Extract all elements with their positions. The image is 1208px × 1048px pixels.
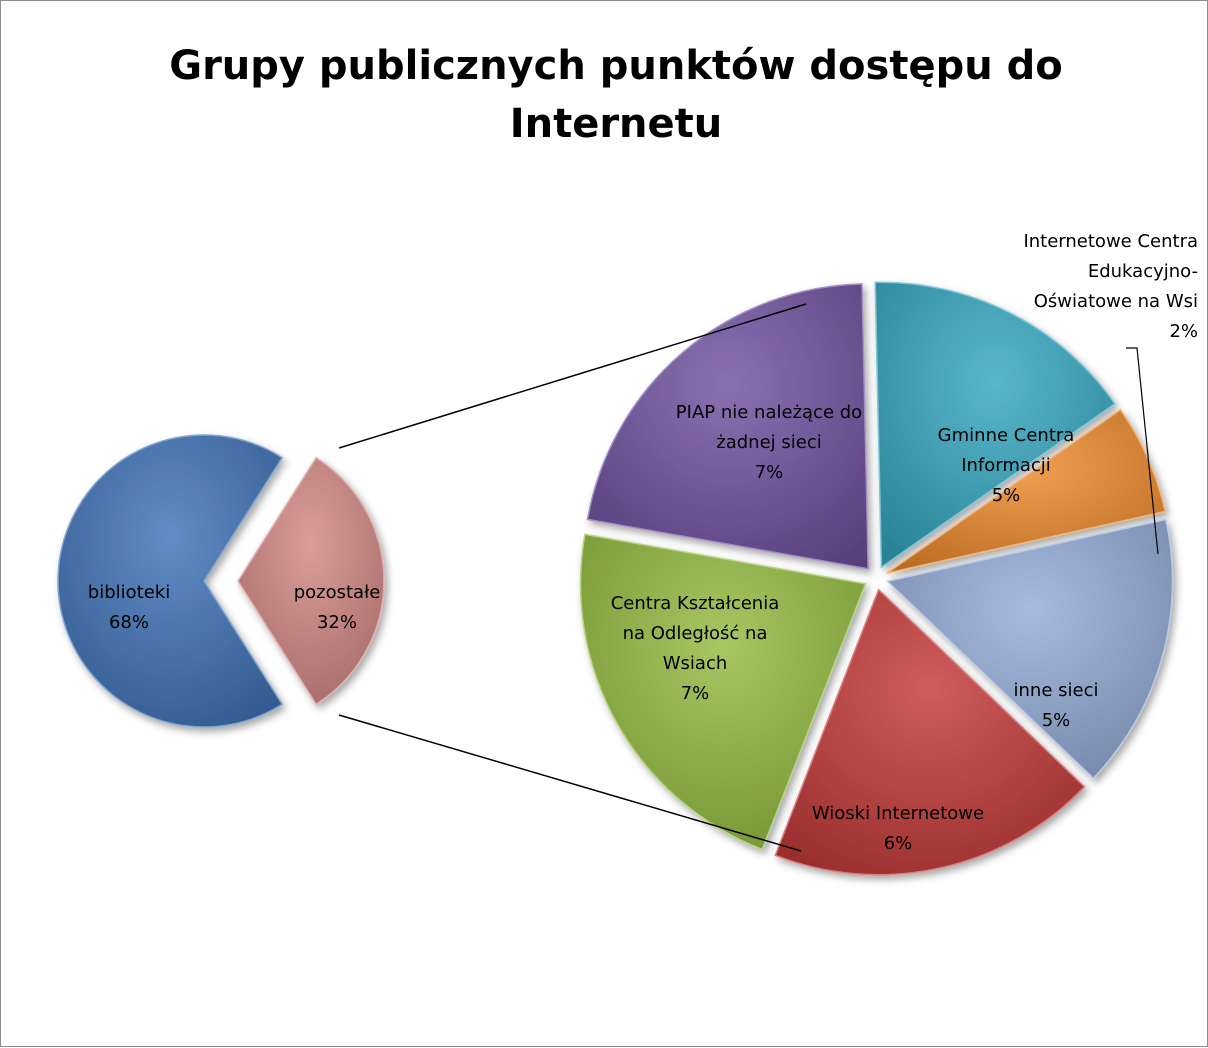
secondary-slice-0: [588, 284, 869, 569]
main-slice-1: [238, 458, 384, 705]
secondary-slice-label-2: Internetowe Centra Edukacyjno-Oświatowe n…: [1023, 231, 1198, 342]
